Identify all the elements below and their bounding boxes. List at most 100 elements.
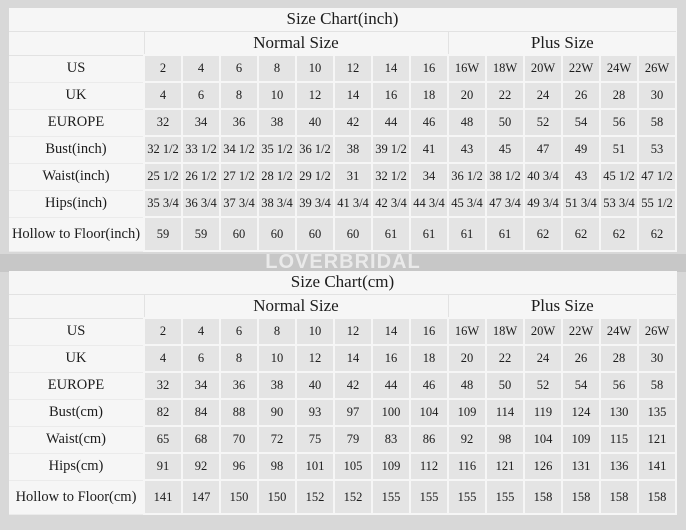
size-cell: 98: [257, 452, 297, 481]
size-cell: 45: [485, 135, 525, 164]
size-cell: 93: [295, 398, 335, 427]
row-label: Waist(cm): [9, 426, 144, 454]
size-cell: 34: [181, 108, 221, 137]
size-cell: 28: [599, 81, 639, 110]
size-cell: 62: [599, 216, 639, 252]
size-cell: 152: [295, 479, 335, 515]
size-cell: 91: [143, 452, 183, 481]
row-label: US: [9, 318, 144, 346]
size-cell: 46: [409, 108, 449, 137]
size-cell: 20: [447, 81, 487, 110]
size-cell: 54: [561, 108, 601, 137]
row-label: UK: [9, 82, 144, 110]
size-cell: 35 3/4: [143, 189, 183, 218]
size-cell: 141: [637, 452, 677, 481]
size-cell: 49 3/4: [523, 189, 563, 218]
size-cell: 68: [181, 425, 221, 454]
size-cell: 24W: [599, 317, 639, 346]
table-row: Bust(cm) 82 84 88 90 93 97 100 104 109 114 119 124 13…: [9, 398, 677, 427]
size-cell: 36 3/4: [181, 189, 221, 218]
size-cell: 36: [219, 371, 259, 400]
size-cell: 47: [523, 135, 563, 164]
size-cell: 83: [371, 425, 411, 454]
size-cell: 18: [409, 81, 449, 110]
size-cell: 16W: [447, 54, 487, 83]
size-cell: 158: [599, 479, 639, 515]
size-cell: 72: [257, 425, 297, 454]
size-cell: 109: [371, 452, 411, 481]
size-cell: 52: [523, 108, 563, 137]
size-cell: 36: [219, 108, 259, 137]
size-cell: 42: [333, 371, 373, 400]
table-row: EUROPE 32 34 36 38 40 42 44 46 48 50 52 54 56 58: [9, 108, 677, 137]
size-cell: 150: [257, 479, 297, 515]
size-cell: 130: [599, 398, 639, 427]
size-cell: 126: [523, 452, 563, 481]
size-cell: 114: [485, 398, 525, 427]
size-cell: 22W: [561, 54, 601, 83]
size-cell: 131: [561, 452, 601, 481]
row-label: EUROPE: [9, 109, 144, 137]
size-cell: 12: [333, 54, 373, 83]
size-cell: 54: [561, 371, 601, 400]
watermark: LOVERBRIDAL: [265, 251, 421, 273]
size-cell: 40: [295, 371, 335, 400]
size-cell: 8: [219, 81, 259, 110]
size-cell: 40 3/4: [523, 162, 563, 191]
row-label: Hollow to Floor(cm): [9, 480, 144, 515]
table-row: Hips(inch) 35 3/4 36 3/4 37 3/4 38 3/4 39 3/4…: [9, 189, 677, 218]
group-header-plus: Plus Size: [447, 294, 676, 319]
size-cell: 104: [523, 425, 563, 454]
row-label: US: [9, 55, 144, 83]
group-header-plus: Plus Size: [447, 31, 676, 56]
size-cell: 62: [523, 216, 563, 252]
size-cell: 155: [447, 479, 487, 515]
size-cell: 56: [599, 371, 639, 400]
size-cell: 26: [561, 81, 601, 110]
size-cell: 61: [409, 216, 449, 252]
size-cell: 41 3/4: [333, 189, 373, 218]
size-cell: 10: [257, 81, 297, 110]
divider-band: [0, 254, 686, 272]
size-cell: 79: [333, 425, 373, 454]
table-title: Size Chart(cm): [9, 271, 676, 295]
size-cell: 109: [447, 398, 487, 427]
size-cell: 6: [219, 54, 259, 83]
size-cell: 16: [409, 317, 449, 346]
size-cell: 24W: [599, 54, 639, 83]
size-cell: 22W: [561, 317, 601, 346]
size-cell: 88: [219, 398, 259, 427]
size-cell: 36 1/2: [295, 135, 335, 164]
size-cell: 49: [561, 135, 601, 164]
size-table-cm: Size Chart(cm) Normal Size Plus Size US 2…: [9, 271, 677, 515]
size-cell: 44 3/4: [409, 189, 449, 218]
size-cell: 121: [637, 425, 677, 454]
size-cell: 62: [637, 216, 677, 252]
size-cell: 40: [295, 108, 335, 137]
table-row: Hollow to Floor(inch) 59 59 60 60 60 60 61 61 61 6…: [9, 216, 677, 252]
size-cell: 14: [333, 81, 373, 110]
size-cell: 150: [219, 479, 259, 515]
size-cell: 39 1/2: [371, 135, 411, 164]
size-cell: 14: [371, 54, 411, 83]
size-cell: 50: [485, 108, 525, 137]
size-cell: 42 3/4: [371, 189, 411, 218]
size-cell: 14: [371, 317, 411, 346]
row-label: UK: [9, 345, 144, 373]
row-label: Bust(cm): [9, 399, 144, 427]
size-cell: 44: [371, 371, 411, 400]
size-cell: 6: [181, 344, 221, 373]
size-cell: 36 1/2: [447, 162, 487, 191]
size-cell: 43: [561, 162, 601, 191]
size-cell: 155: [485, 479, 525, 515]
size-cell: 98: [485, 425, 525, 454]
size-cell: 155: [409, 479, 449, 515]
size-cell: 48: [447, 371, 487, 400]
size-cell: 35 1/2: [257, 135, 297, 164]
size-cell: 24: [523, 81, 563, 110]
size-cell: 135: [637, 398, 677, 427]
table-title: Size Chart(inch): [9, 8, 676, 32]
size-cell: 75: [295, 425, 335, 454]
size-cell: 20: [447, 344, 487, 373]
